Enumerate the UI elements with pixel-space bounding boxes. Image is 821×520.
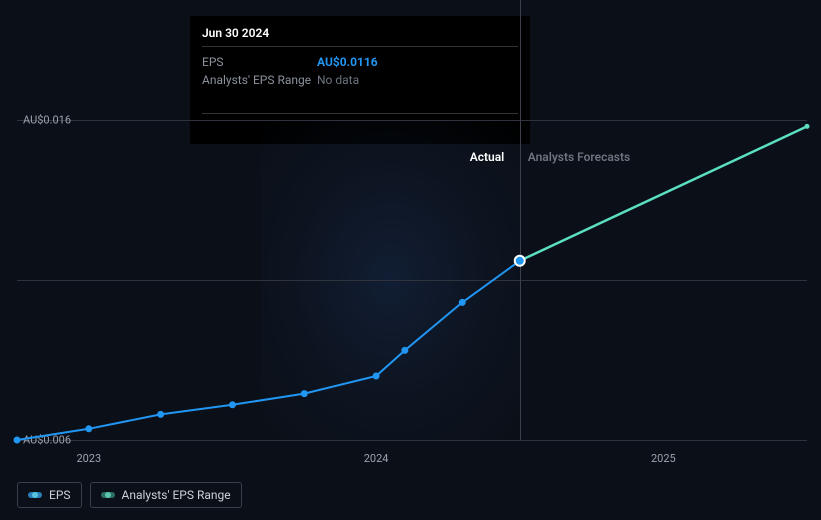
chart-svg <box>17 120 807 440</box>
tooltip-date: Jun 30 2024 <box>202 26 518 47</box>
tooltip-value-nodata: No data <box>317 73 359 87</box>
gridline <box>17 440 807 441</box>
legend-item-eps[interactable]: EPS <box>17 482 82 508</box>
tooltip-key: Analysts' EPS Range <box>202 73 317 87</box>
legend: EPS Analysts' EPS Range <box>17 482 242 508</box>
legend-label: Analysts' EPS Range <box>122 488 231 502</box>
legend-swatch <box>28 492 42 498</box>
tooltip-row: EPS AU$0.0116 <box>202 53 518 71</box>
legend-label: EPS <box>49 488 71 502</box>
tooltip-separator <box>202 113 518 114</box>
x-axis-label: 2023 <box>76 452 101 465</box>
legend-item-eps-range[interactable]: Analysts' EPS Range <box>90 482 242 508</box>
tooltip-key: EPS <box>202 55 317 69</box>
legend-swatch <box>101 492 115 498</box>
tooltip-value-eps: AU$0.0116 <box>317 55 378 69</box>
x-axis-label: 2025 <box>651 452 676 465</box>
tooltip-row: Analysts' EPS Range No data <box>202 71 518 89</box>
chart-area[interactable]: AU$0.016 AU$0.006 Actual Analysts Foreca… <box>17 120 807 440</box>
x-axis-label: 2024 <box>364 452 389 465</box>
